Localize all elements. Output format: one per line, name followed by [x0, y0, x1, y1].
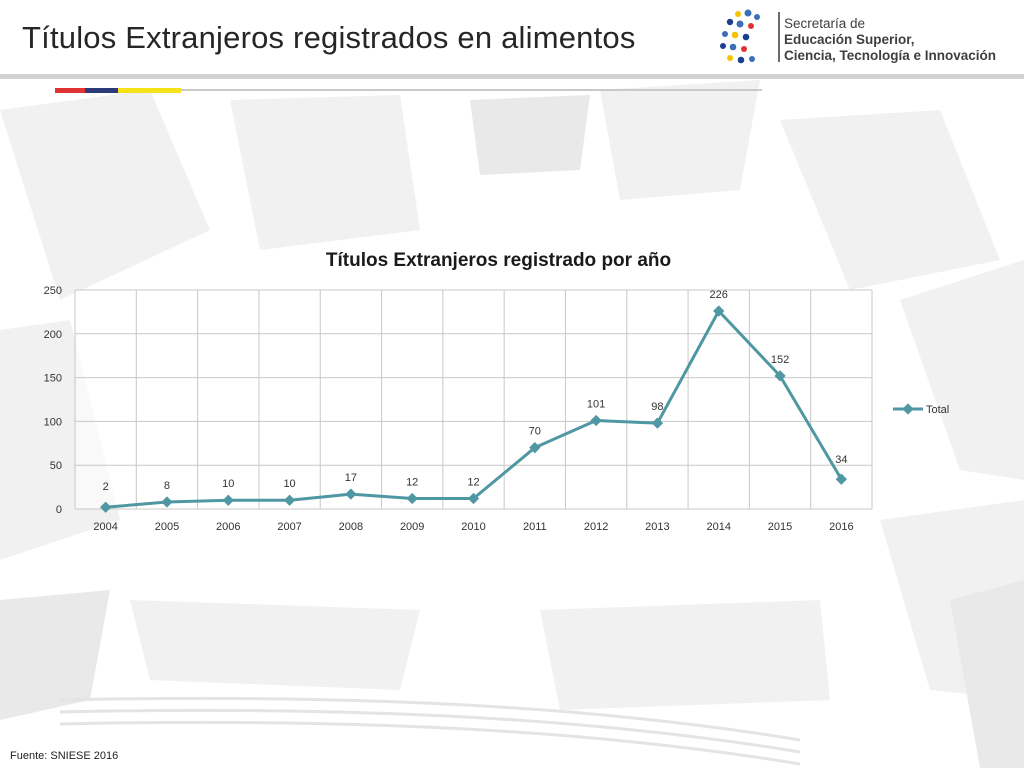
data-point: [222, 494, 234, 506]
plot-area: [75, 290, 872, 509]
y-tick-label: 100: [44, 416, 62, 428]
data-label: 152: [771, 354, 789, 366]
x-tick-label: 2013: [645, 521, 669, 533]
legend-label: Total: [926, 404, 949, 416]
slide-title: Títulos Extranjeros registrados en alime…: [22, 20, 636, 55]
logo-divider: [778, 12, 780, 62]
data-label: 10: [283, 478, 295, 490]
data-point: [651, 417, 664, 429]
header-rule: [0, 74, 1024, 79]
data-point: [161, 496, 173, 508]
x-tick-label: 2015: [768, 521, 792, 533]
data-label: 98: [651, 401, 663, 413]
y-tick-label: 200: [44, 329, 62, 341]
y-tick-label: 0: [56, 504, 62, 516]
data-label: 8: [164, 480, 170, 492]
data-label: 12: [467, 476, 479, 488]
data-label: 12: [406, 476, 418, 488]
accent-rule: [180, 89, 762, 91]
x-tick-label: 2010: [461, 521, 485, 533]
logo-line-2: Educación Superior,: [784, 32, 915, 47]
data-label: 70: [529, 426, 541, 438]
secretaria-logo: Secretaría de Educación Superior, Cienci…: [718, 8, 998, 66]
x-tick-label: 2012: [584, 521, 608, 533]
logo-dots-icon: [720, 9, 760, 64]
logo-line-1: Secretaría de: [784, 16, 866, 31]
y-tick-label: 150: [44, 373, 62, 385]
x-tick-label: 2006: [216, 521, 240, 533]
x-tick-label: 2014: [706, 521, 730, 533]
data-point: [406, 492, 418, 505]
legend-marker: [902, 403, 914, 415]
data-point: [774, 370, 786, 382]
data-point: [467, 492, 480, 505]
y-tick-label: 50: [50, 460, 62, 472]
x-tick-label: 2007: [277, 521, 301, 533]
data-label: 17: [345, 472, 357, 484]
data-point: [529, 442, 541, 454]
logo-text: Secretaría de Educación Superior, Cienci…: [784, 16, 996, 64]
data-point: [590, 414, 602, 427]
data-label: 34: [835, 454, 847, 466]
x-tick-label: 2008: [339, 521, 363, 533]
x-tick-label: 2005: [155, 521, 179, 533]
data-point: [283, 494, 296, 506]
data-label: 226: [710, 289, 728, 301]
accent-bar-navy: [85, 88, 118, 93]
accent-bar-red: [55, 88, 85, 93]
logo-line-3: Ciencia, Tecnología e Innovación: [784, 48, 997, 63]
data-point: [835, 473, 848, 485]
x-tick-label: 2004: [93, 521, 117, 533]
data-label: 10: [222, 478, 234, 490]
source-note: Fuente: SNIESE 2016: [10, 750, 119, 762]
data-label: 101: [587, 399, 605, 411]
accent-bar-yellow: [118, 88, 181, 93]
x-tick-label: 2009: [400, 521, 424, 533]
x-tick-label: 2011: [523, 521, 547, 533]
x-tick-label: 2016: [829, 521, 853, 533]
data-point: [713, 305, 725, 317]
data-point: [345, 488, 357, 500]
chart-title: Títulos Extranjeros registrado por año: [326, 250, 671, 271]
y-tick-label: 250: [44, 285, 62, 297]
data-label: 2: [103, 481, 109, 493]
